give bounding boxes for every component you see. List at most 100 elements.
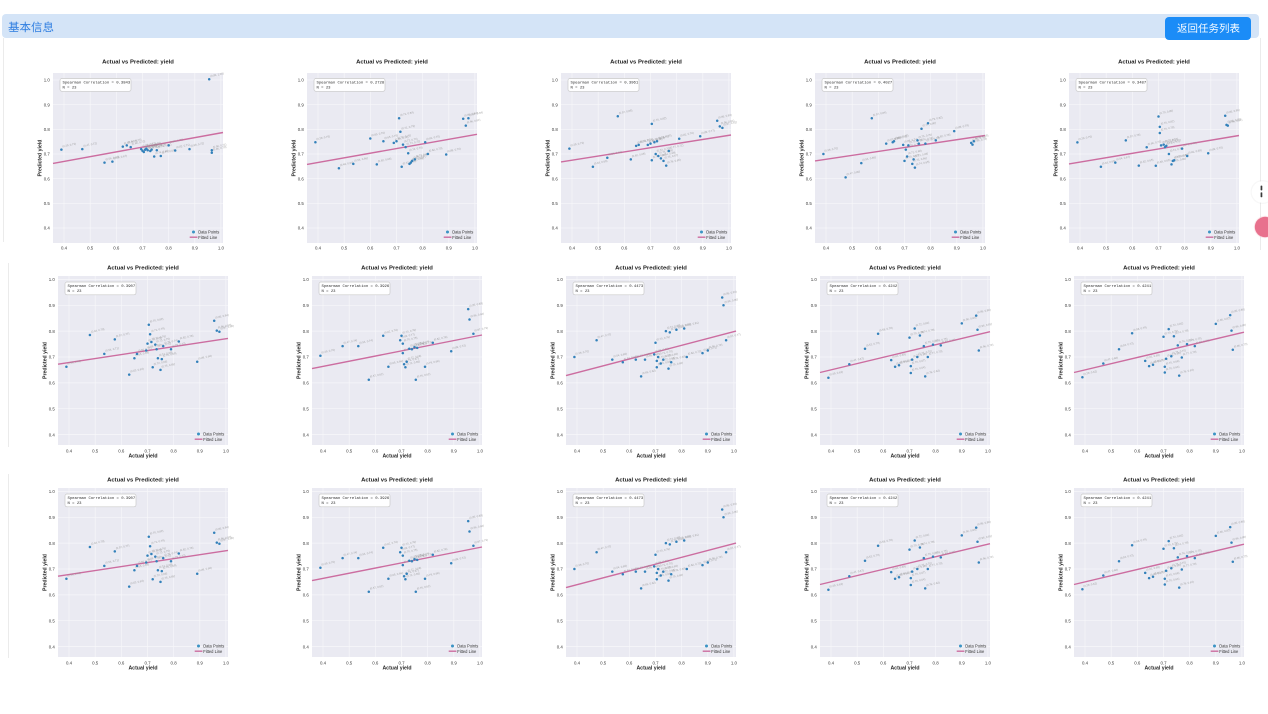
svg-text:Actual yield: Actual yield [1144,666,1173,672]
svg-text:(0.70, 0.76): (0.70, 0.76) [656,335,670,342]
svg-text:0.4: 0.4 [557,432,564,437]
svg-text:(0.69, 0.74): (0.69, 0.74) [904,137,918,144]
svg-text:Actual yield: Actual yield [128,666,157,672]
svg-text:(0.66, 0.71): (0.66, 0.71) [138,558,152,565]
svg-text:0.4: 0.4 [1065,432,1072,437]
svg-text:(0.81, 0.69): (0.81, 0.69) [1188,148,1202,155]
svg-text:0.5: 0.5 [552,201,559,206]
svg-text:(0.39, 0.70): (0.39, 0.70) [824,146,838,153]
svg-text:(0.96, 0.84): (0.96, 0.84) [470,523,484,530]
svg-text:0.6: 0.6 [875,246,882,251]
svg-text:0.4: 0.4 [557,644,564,649]
svg-text:(0.89, 0.72): (0.89, 0.72) [452,555,466,562]
svg-text:0.7: 0.7 [298,152,305,157]
svg-text:(0.74, 0.73): (0.74, 0.73) [412,553,426,560]
svg-text:0.5: 0.5 [854,661,861,666]
svg-text:0.8: 0.8 [806,127,813,132]
svg-text:(0.73, 0.73): (0.73, 0.73) [410,553,424,560]
svg-text:(0.97, 0.77): (0.97, 0.77) [727,332,741,339]
svg-text:0.8: 0.8 [303,541,310,546]
svg-text:(0.62, 0.66): (0.62, 0.66) [377,156,391,163]
svg-text:0.7: 0.7 [906,661,913,666]
svg-text:0.7: 0.7 [398,661,405,666]
svg-text:(0.72, 0.81): (0.72, 0.81) [915,532,929,539]
svg-text:(0.70, 0.66): (0.70, 0.66) [1165,359,1179,366]
svg-text:Actual vs Predicted: yield: Actual vs Predicted: yield [610,60,682,66]
svg-text:0.8: 0.8 [171,449,178,454]
svg-text:Data Points: Data Points [198,230,219,235]
svg-text:0.4: 0.4 [303,644,310,649]
svg-text:(0.74, 0.78): (0.74, 0.78) [920,327,934,334]
svg-text:(0.70, 0.78): (0.70, 0.78) [910,542,924,549]
svg-text:(0.71, 0.69): (0.71, 0.69) [1167,563,1181,570]
svg-text:0.7: 0.7 [552,152,559,157]
svg-text:0.9: 0.9 [1065,515,1072,520]
svg-text:Spearman Correlation = 0.3961: Spearman Correlation = 0.3961 [571,81,639,86]
svg-text:(0.70, 0.71): (0.70, 0.71) [143,143,157,150]
svg-text:(0.79, 0.73): (0.79, 0.73) [172,553,186,560]
svg-text:0.8: 0.8 [420,246,427,251]
svg-text:(0.69, 0.74): (0.69, 0.74) [394,135,408,142]
svg-text:0.6: 0.6 [811,593,818,598]
svg-text:0.8: 0.8 [557,541,564,546]
svg-text:Predicted yield: Predicted yield [1059,342,1065,379]
svg-text:0.9: 0.9 [705,449,712,454]
svg-text:(0.88, 0.71): (0.88, 0.71) [703,557,717,564]
svg-text:(0.70, 0.66): (0.70, 0.66) [657,571,671,578]
svg-text:0.9: 0.9 [197,661,204,666]
svg-text:(0.74, 0.78): (0.74, 0.78) [1174,328,1188,335]
svg-text:(0.57, 0.68): (0.57, 0.68) [623,354,637,361]
svg-text:0.6: 0.6 [49,381,56,386]
svg-text:(0.72, 0.65): (0.72, 0.65) [402,159,416,166]
svg-text:(0.73, 0.69): (0.73, 0.69) [659,148,673,155]
svg-text:0.5: 0.5 [557,618,564,623]
svg-text:(0.76, 0.69): (0.76, 0.69) [162,351,176,358]
svg-text:(0.73, 0.66): (0.73, 0.66) [913,156,927,163]
svg-text:(0.90, 0.83): (0.90, 0.83) [962,315,976,322]
svg-text:0.4: 0.4 [49,644,56,649]
svg-text:0.5: 0.5 [1108,661,1115,666]
svg-text:(0.69, 0.72): (0.69, 0.72) [147,554,161,561]
svg-text:1.0: 1.0 [811,489,818,494]
svg-text:Actual vs Predicted: yield: Actual vs Predicted: yield [361,478,433,484]
svg-text:(0.69, 0.72): (0.69, 0.72) [142,141,156,148]
svg-text:1.0: 1.0 [1239,449,1246,454]
svg-text:(0.72, 0.66): (0.72, 0.66) [153,571,167,578]
svg-text:Actual yield: Actual yield [636,666,665,672]
svg-text:(0.47, 0.74): (0.47, 0.74) [343,550,357,557]
svg-text:0.5: 0.5 [1103,246,1110,251]
svg-text:(0.70, 0.74): (0.70, 0.74) [651,136,665,143]
svg-text:(0.82, 0.74): (0.82, 0.74) [941,549,955,556]
svg-text:(0.73, 0.70): (0.73, 0.70) [1172,348,1186,355]
svg-text:(0.71, 0.67): (0.71, 0.67) [405,568,419,575]
svg-text:(0.76, 0.61): (0.76, 0.61) [416,584,430,591]
svg-text:Predicted yield: Predicted yield [805,554,811,591]
svg-text:1.0: 1.0 [44,78,51,83]
svg-text:(0.72, 0.68): (0.72, 0.68) [407,354,421,361]
svg-text:1.0: 1.0 [557,489,564,494]
svg-text:0.7: 0.7 [139,246,146,251]
svg-text:(0.70, 0.75): (0.70, 0.75) [148,548,162,555]
svg-text:Fitted Line: Fitted Line [965,649,985,654]
svg-text:(0.73, 0.73): (0.73, 0.73) [406,139,420,146]
svg-text:0.4: 0.4 [1082,661,1089,666]
svg-text:(0.57, 0.77): (0.57, 0.77) [115,543,129,550]
svg-text:(0.65, 0.69): (0.65, 0.69) [135,562,149,569]
svg-text:(0.77, 0.69): (0.77, 0.69) [161,148,175,155]
svg-text:(0.54, 0.74): (0.54, 0.74) [359,550,373,557]
svg-text:0.6: 0.6 [303,593,310,598]
svg-text:(0.48, 0.79): (0.48, 0.79) [90,539,104,546]
svg-text:(0.63, 0.69): (0.63, 0.69) [1146,353,1160,360]
svg-text:(0.97, 0.80): (0.97, 0.80) [220,324,234,331]
svg-text:(0.88, 0.71): (0.88, 0.71) [703,345,717,352]
svg-text:(0.65, 0.66): (0.65, 0.66) [389,359,403,366]
svg-text:0.8: 0.8 [811,329,818,334]
svg-text:0.6: 0.6 [806,176,813,181]
svg-text:0.6: 0.6 [621,246,628,251]
svg-text:(0.47, 0.68): (0.47, 0.68) [1104,355,1118,362]
svg-text:(0.77, 0.70): (0.77, 0.70) [928,561,942,568]
svg-text:(0.66, 0.71): (0.66, 0.71) [138,346,152,353]
svg-text:0.5: 0.5 [298,201,305,206]
svg-text:Actual vs Predicted: yield: Actual vs Predicted: yield [356,60,428,66]
svg-text:N = 23: N = 23 [830,290,845,294]
